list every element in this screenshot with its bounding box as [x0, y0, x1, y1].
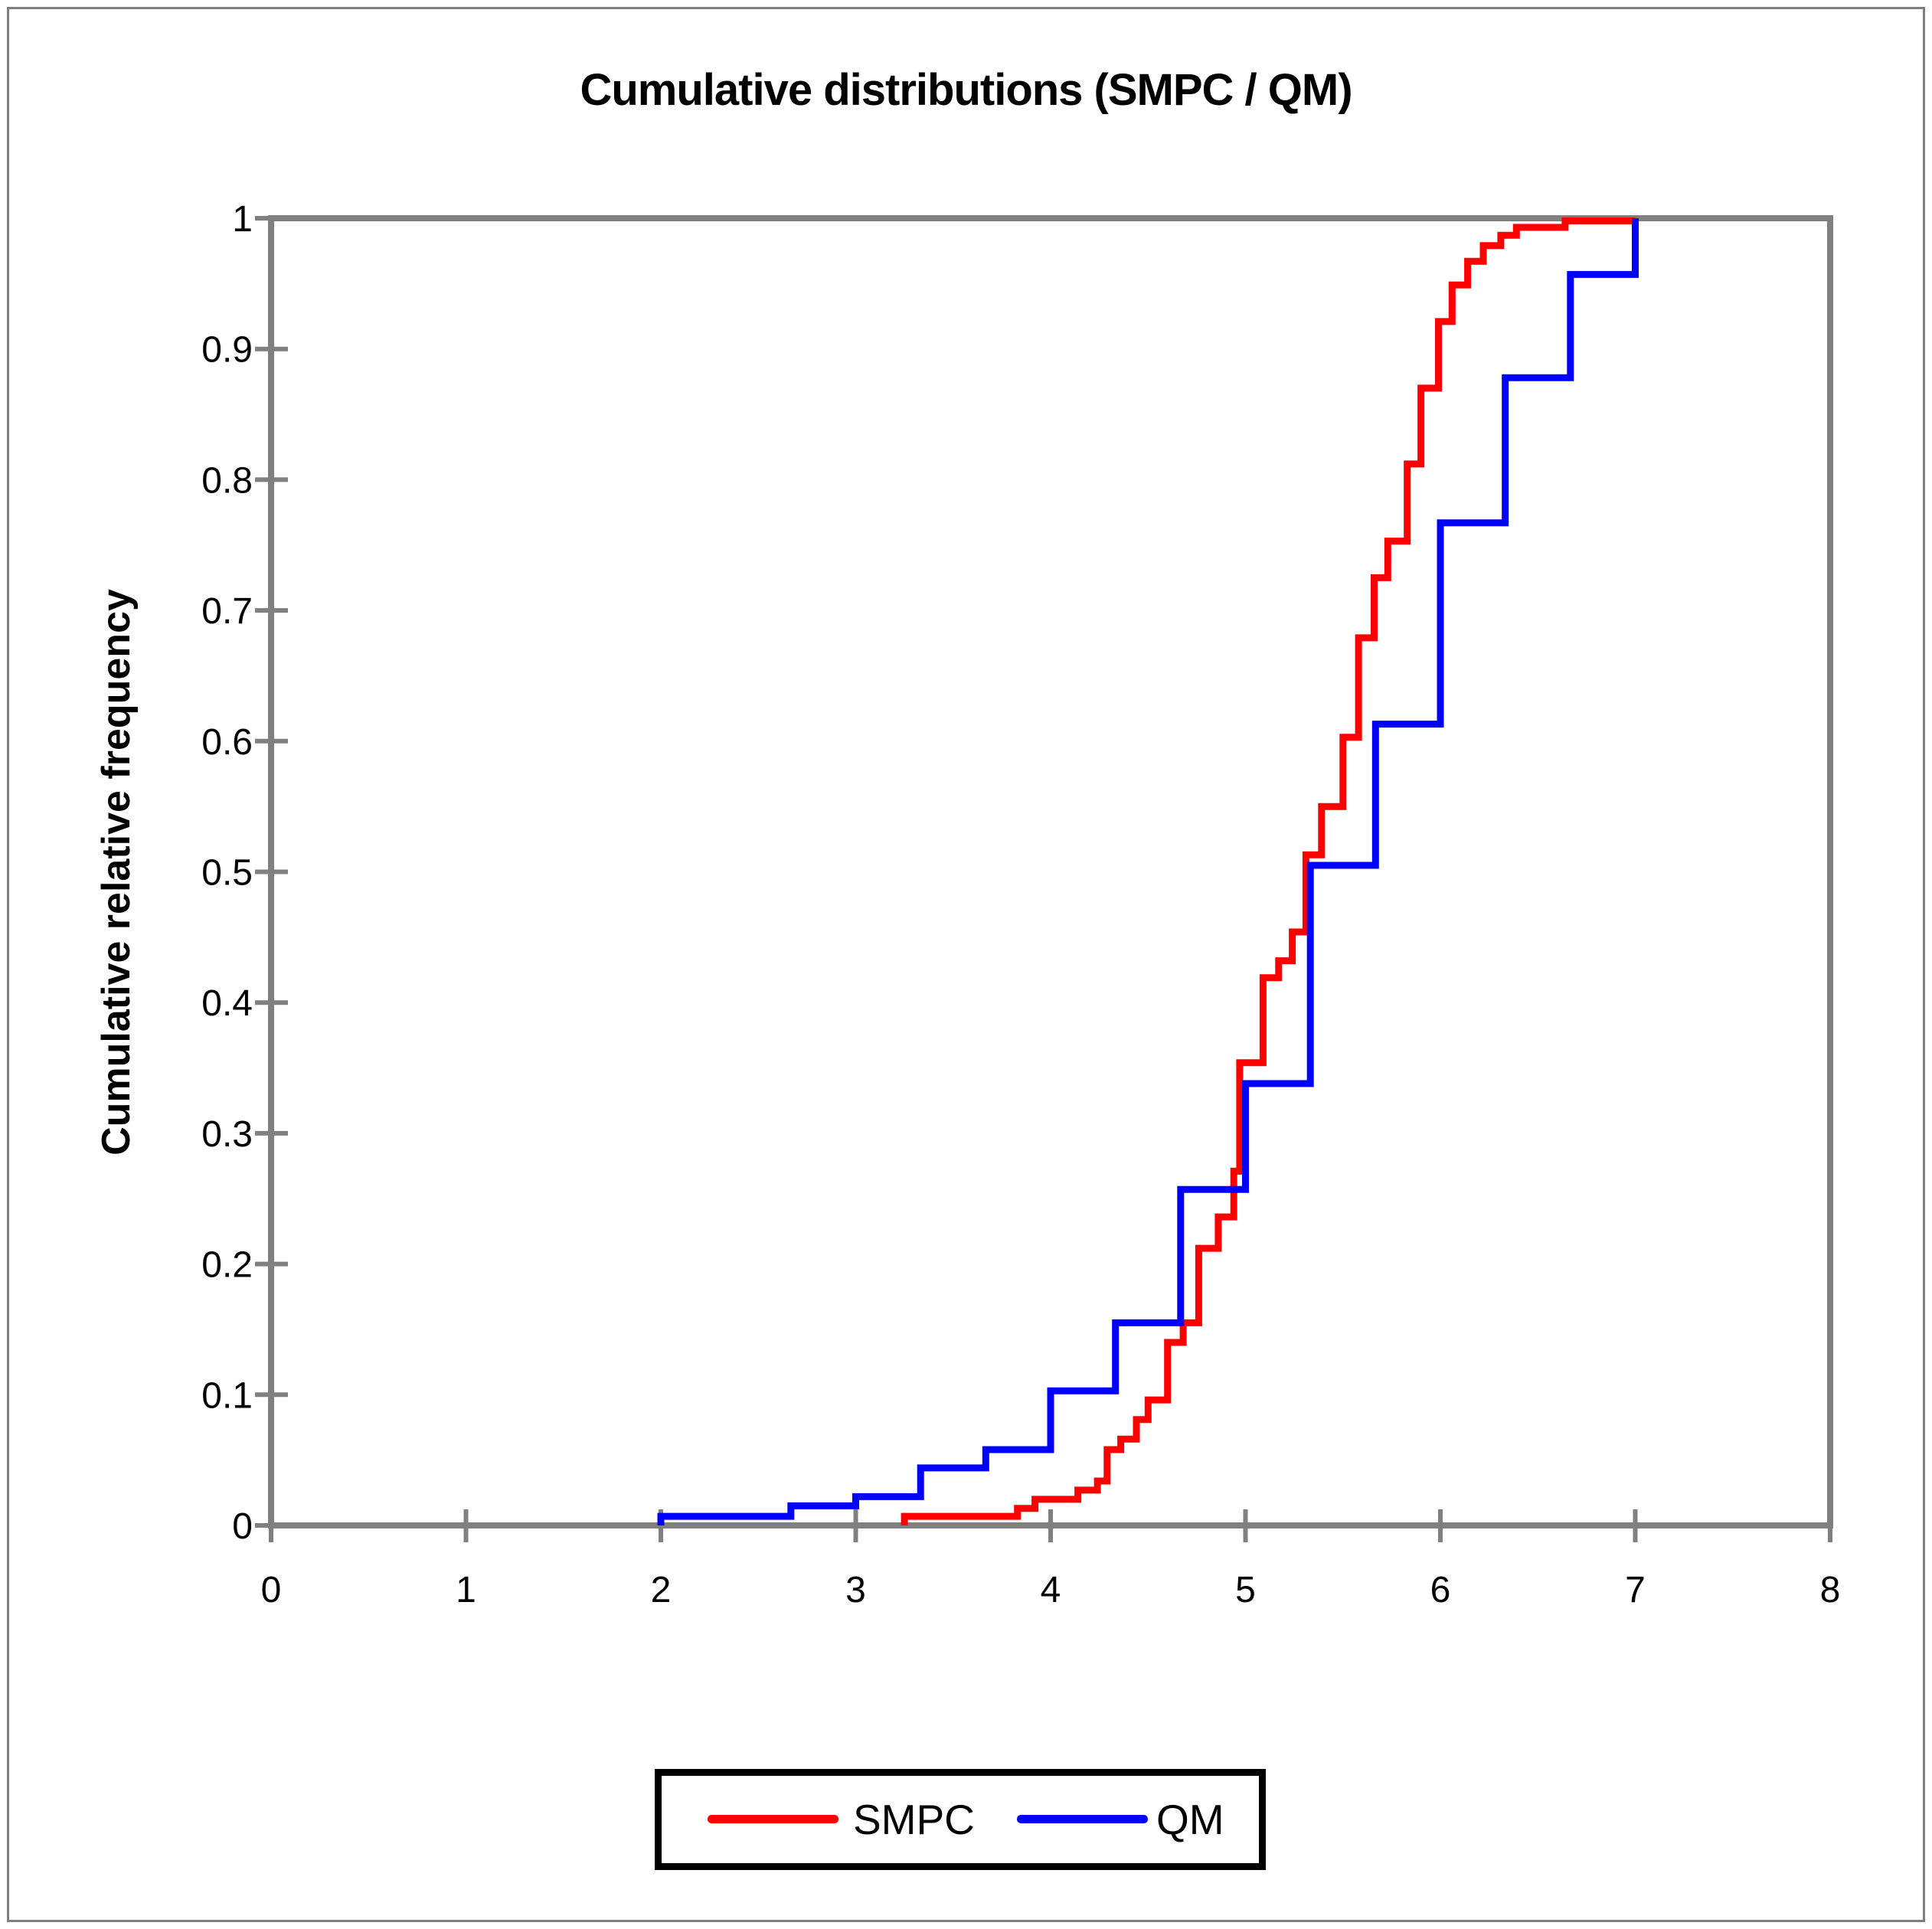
y-tick-label: 0.9 [201, 330, 253, 371]
chart-title: Cumulative distributions (SMPC / QM) [580, 65, 1352, 115]
y-tick-label: 0.3 [201, 1114, 253, 1155]
y-tick-label: 0.4 [201, 983, 253, 1024]
legend-smpc-label: SMPC [853, 1796, 975, 1843]
y-tick-label: 0.2 [201, 1245, 253, 1286]
y-tick-label: 0.8 [201, 460, 253, 501]
x-tick-label: 6 [1430, 1570, 1451, 1610]
plot-frame [268, 215, 1833, 1528]
legend-smpc-line-sample [708, 1815, 839, 1823]
x-tick-label: 4 [1041, 1570, 1061, 1610]
x-tick-label: 2 [651, 1570, 672, 1610]
y-axis-title-text: Cumulative relative frequency [94, 589, 139, 1156]
legend-box: SMPC QM [655, 1769, 1266, 1870]
x-tick-label: 5 [1235, 1570, 1256, 1610]
series-qm-line [657, 218, 1639, 1525]
x-tick-label: 7 [1625, 1570, 1646, 1610]
y-tick-label: 0 [232, 1506, 253, 1547]
legend-content: SMPC QM [662, 1776, 1259, 1863]
legend-qm-label: QM [1156, 1796, 1224, 1843]
x-tick-label: 1 [456, 1570, 476, 1610]
legend-qm-line-sample [1017, 1815, 1148, 1823]
x-tick-label: 0 [261, 1570, 282, 1610]
x-tick-label: 8 [1820, 1570, 1841, 1610]
y-tick-label: 0.6 [201, 722, 253, 763]
y-tick-label: 0.7 [201, 591, 253, 632]
x-tick-label: 3 [845, 1570, 866, 1610]
y-tick-label: 1 [232, 199, 253, 240]
y-tick-label: 0.5 [201, 853, 253, 894]
series-smpc-line [901, 217, 1636, 1525]
y-tick-label: 0.1 [201, 1375, 253, 1416]
